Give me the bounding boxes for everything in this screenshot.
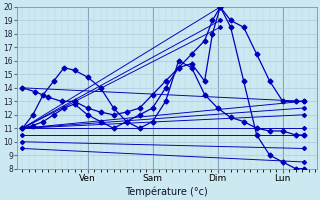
X-axis label: Température (°c): Température (°c)	[125, 186, 208, 197]
